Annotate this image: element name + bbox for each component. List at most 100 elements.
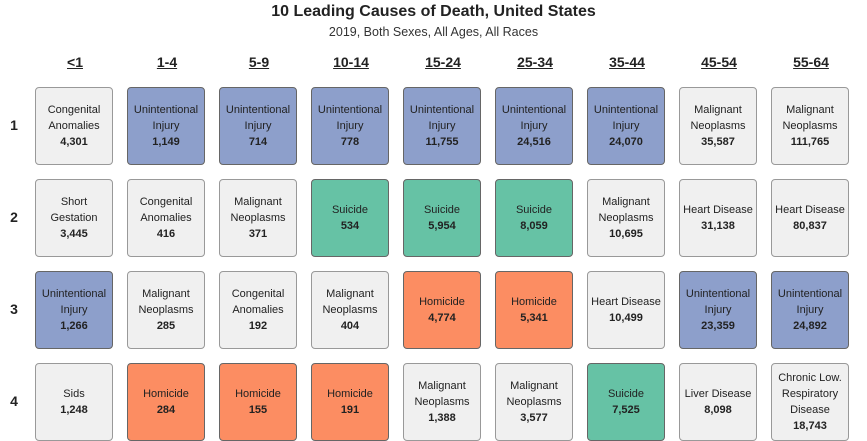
cause-label: Malignant Neoplasms [506,380,562,408]
cause-label: Suicide [331,204,369,216]
cause-label: Malignant Neoplasms [782,104,838,132]
death-count: 23,359 [701,320,735,332]
cause-label: Unintentional Injury [777,288,843,316]
death-count: 5,341 [520,312,548,324]
death-count: 404 [340,320,360,332]
cause-cell[interactable]: Congenital Anomalies 416 [127,179,205,257]
cause-cell[interactable]: Unintentional Injury 24,892 [771,271,849,349]
cause-cell[interactable]: Congenital Anomalies 4,301 [35,87,113,165]
death-count: 24,070 [609,136,643,148]
death-count: 7,525 [612,404,640,416]
cause-cell[interactable]: Unintentional Injury 1,266 [35,271,113,349]
cause-label: Suicide [515,204,553,216]
cause-label: Heart Disease [683,204,753,216]
cause-cell[interactable]: Heart Disease 80,837 [771,179,849,257]
cause-label: Unintentional Injury [317,104,383,132]
cause-cell[interactable]: Homicide 155 [219,363,297,441]
column-header-age: 1-4 [156,54,178,70]
cause-cell[interactable]: Malignant Neoplasms 35,587 [679,87,757,165]
rank-label: 4 [10,393,18,409]
cause-cell[interactable]: Homicide 284 [127,363,205,441]
cause-cell[interactable]: Unintentional Injury 714 [219,87,297,165]
cause-cell[interactable]: Unintentional Injury 24,516 [495,87,573,165]
cause-label: Short Gestation [50,196,98,224]
column-header-age: 55-64 [793,54,829,70]
cause-cell[interactable]: Malignant Neoplasms 10,695 [587,179,665,257]
cause-cell[interactable]: Homicide 191 [311,363,389,441]
cause-cell[interactable]: Suicide 5,954 [403,179,481,257]
cause-cell[interactable]: Malignant Neoplasms 371 [219,179,297,257]
chart-title: 10 Leading Causes of Death, United State… [271,3,596,20]
cause-label: Homicide [327,388,373,400]
death-count: 416 [156,228,176,240]
rank-label: 2 [10,209,18,225]
cause-label: Malignant Neoplasms [598,196,654,224]
death-count: 24,516 [517,136,551,148]
cause-label: Suicide [607,388,645,400]
cause-label: Malignant Neoplasms [322,288,378,316]
cause-cell[interactable]: Unintentional Injury 778 [311,87,389,165]
cause-cell[interactable]: Suicide 8,059 [495,179,573,257]
cause-cell[interactable]: Unintentional Injury 24,070 [587,87,665,165]
cause-cell[interactable]: Suicide 7,525 [587,363,665,441]
chart-subtitle: 2019, Both Sexes, All Ages, All Races [328,25,539,39]
death-count: 1,388 [428,412,456,424]
cause-label: Congenital Anomalies [47,104,101,132]
cause-label: Heart Disease [591,296,661,308]
column-header-age: 25-34 [517,54,553,70]
cause-label: Chronic Low. Respiratory Disease [778,372,842,416]
death-count: 10,499 [609,312,643,324]
cause-label: Sids [63,388,85,400]
death-count: 714 [248,136,268,148]
cause-label: Malignant Neoplasms [138,288,194,316]
cause-label: Unintentional Injury [41,288,107,316]
cause-label: Homicide [419,296,465,308]
death-count: 778 [340,136,360,148]
column-header-age: 10-14 [333,54,369,70]
cause-label: Unintentional Injury [685,288,751,316]
death-count: 4,774 [428,312,456,324]
cause-cell[interactable]: Suicide 534 [311,179,389,257]
rank-label: 1 [10,117,18,133]
death-count: 35,587 [701,136,735,148]
death-count: 1,266 [60,320,88,332]
cause-cell[interactable]: Homicide 5,341 [495,271,573,349]
cause-label: Heart Disease [775,204,845,216]
death-count: 31,138 [701,220,735,232]
cause-label: Liver Disease [684,388,752,400]
cause-cell[interactable]: Malignant Neoplasms 404 [311,271,389,349]
column-header-age: 15-24 [425,54,461,70]
cause-cell[interactable]: Short Gestation 3,445 [35,179,113,257]
cause-label: Malignant Neoplasms [414,380,470,408]
cause-label: Homicide [511,296,557,308]
cause-cell[interactable]: Homicide 4,774 [403,271,481,349]
cause-cell[interactable]: Chronic Low. Respiratory Disease 18,743 [771,363,849,441]
death-count: 191 [340,404,360,416]
cause-cell[interactable]: Malignant Neoplasms 1,388 [403,363,481,441]
cause-cell[interactable]: Sids 1,248 [35,363,113,441]
cause-cell[interactable]: Heart Disease 31,138 [679,179,757,257]
death-count: 10,695 [609,228,643,240]
death-count: 3,577 [520,412,548,424]
cause-label: Malignant Neoplasms [690,104,746,132]
cause-cell[interactable]: Unintentional Injury 1,149 [127,87,205,165]
death-count: 284 [156,404,176,416]
cause-cell[interactable]: Unintentional Injury 11,755 [403,87,481,165]
cause-cell[interactable]: Congenital Anomalies 192 [219,271,297,349]
death-count: 24,892 [793,320,827,332]
cause-cell[interactable]: Malignant Neoplasms 3,577 [495,363,573,441]
cause-label: Congenital Anomalies [231,288,285,316]
cause-label: Homicide [235,388,281,400]
death-count: 111,765 [790,136,830,148]
death-count: 8,098 [704,404,732,416]
cause-label: Suicide [423,204,461,216]
cause-label: Unintentional Injury [225,104,291,132]
cause-cell[interactable]: Malignant Neoplasms 111,765 [771,87,849,165]
death-count: 155 [248,404,268,416]
death-count: 18,743 [793,420,827,432]
cause-cell[interactable]: Liver Disease 8,098 [679,363,757,441]
cause-cell[interactable]: Unintentional Injury 23,359 [679,271,757,349]
cause-cell[interactable]: Heart Disease 10,499 [587,271,665,349]
death-count: 192 [248,320,268,332]
cause-cell[interactable]: Malignant Neoplasms 285 [127,271,205,349]
